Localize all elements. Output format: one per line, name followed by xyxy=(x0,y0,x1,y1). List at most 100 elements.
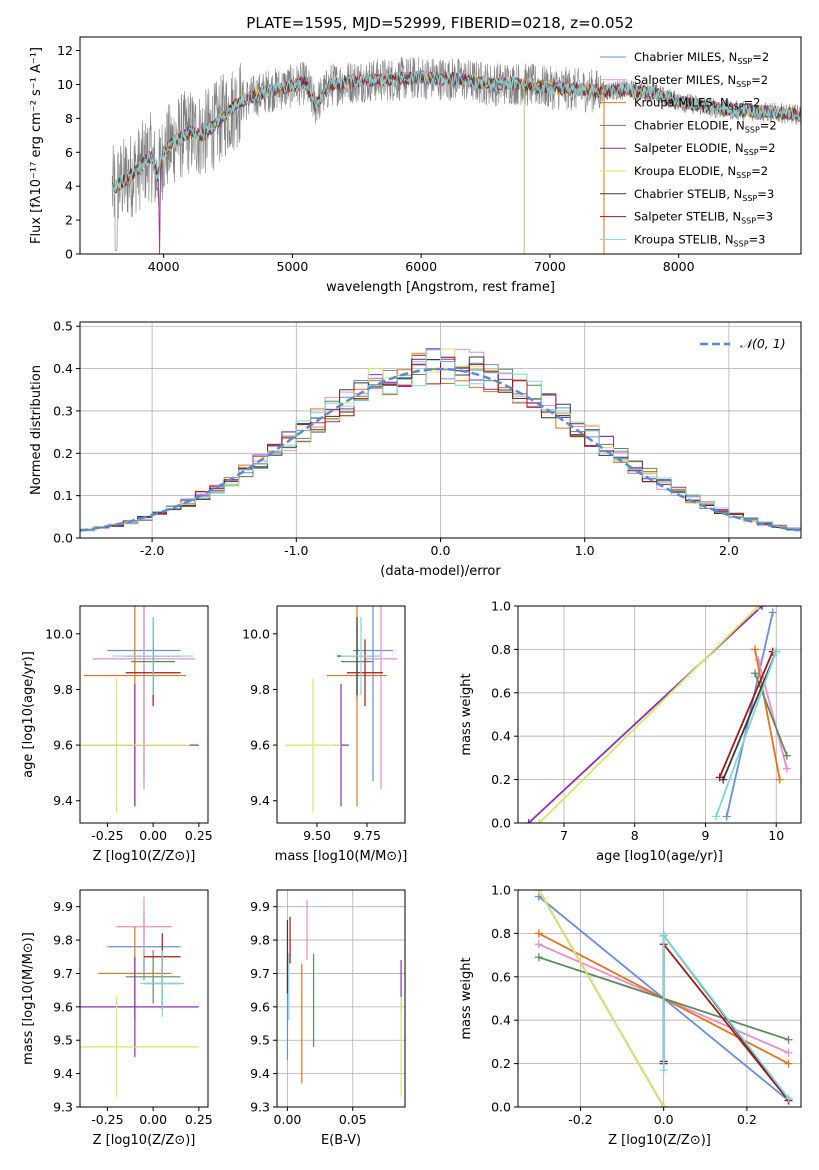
y-tick-label: 9.6 xyxy=(53,999,73,1014)
y-tick-label: 10.0 xyxy=(45,626,73,641)
plot-area-residuals xyxy=(80,322,801,538)
y-tick-label: 0 xyxy=(65,247,73,262)
legend-subscript: SSP xyxy=(734,239,749,248)
legend-suffix: =3 xyxy=(756,210,773,224)
legend-suffix: =2 xyxy=(751,164,768,178)
weight-line xyxy=(722,651,778,780)
weight-marker xyxy=(722,812,731,821)
legend-label: Kroupa STELIB, NSSP=3 xyxy=(634,232,765,248)
legend-label: Salpeter STELIB, NSSP=3 xyxy=(634,210,773,226)
legend-subscript: SSP xyxy=(744,148,759,157)
y-axis-label: mass [log10(M/M⊙)] xyxy=(21,932,36,1065)
y-tick-label: 0.2 xyxy=(491,1056,511,1071)
y-tick-label: 9.3 xyxy=(250,1100,270,1115)
y-tick-label: 9.8 xyxy=(250,933,270,948)
panel-residuals: -2.0 -1.0 0.0 1.0 2.0 0.0 0.1 0.2 0.3 0.4 0.5 (data… xyxy=(29,319,802,579)
x-tick-label: 0.05 xyxy=(339,1112,367,1127)
y-tick-label: 9.3 xyxy=(53,1100,73,1115)
x-axis-label: Z [log10(Z/Z⊙)] xyxy=(93,849,196,864)
histogram-step xyxy=(80,356,801,531)
x-tick-label: 9 xyxy=(702,828,710,843)
y-tick-label: 9.7 xyxy=(250,966,270,981)
y-tick-label: 9.5 xyxy=(53,1033,73,1048)
axes-frame xyxy=(79,889,209,1108)
legend-subscript: SSP xyxy=(729,103,744,112)
x-tick-label: 1.0 xyxy=(575,543,595,558)
x-tick-label: 0.25 xyxy=(185,828,213,843)
x-tick-label: 0.00 xyxy=(139,828,167,843)
legend-label: Chabrier STELIB, NSSP=3 xyxy=(634,187,774,203)
weight-line xyxy=(715,651,778,817)
weight-line xyxy=(757,660,788,770)
panel-spectrum: 4000 5000 6000 7000 8000 0 2 4 6 8 10 12 wavelength … xyxy=(29,36,802,295)
y-tick-label: 2 xyxy=(65,213,73,228)
y-tick-label: 9.4 xyxy=(250,793,270,808)
legend-label: Salpeter MILES, NSSP=2 xyxy=(634,73,768,89)
panel-age-vs-mass: 9.50 9.75 9.4 9.6 9.8 10.0 mass [log10(M/M⊙)] xyxy=(242,605,408,864)
legend: Chabrier MILES, NSSP=2 Salpeter MILES, NS… xyxy=(600,50,777,248)
y-tick-label: 0.2 xyxy=(53,446,73,461)
axes-frame xyxy=(517,605,802,824)
weight-marker xyxy=(758,606,767,610)
x-axis-label: mass [log10(M/M⊙)] xyxy=(275,849,408,864)
weight-marker xyxy=(659,1103,668,1107)
y-tick-label: 0.4 xyxy=(53,361,73,376)
panel-weight-vs-Z: -0.2 0.0 0.2 0.0 0.2 0.4 0.6 0.8 1.0 Z [log10(Z/Z… xyxy=(459,883,802,1148)
weight-marker xyxy=(535,819,544,823)
legend-suffix: =2 xyxy=(751,73,768,87)
axes-frame xyxy=(517,889,802,1108)
y-tick-label: 10 xyxy=(57,77,73,92)
axes-frame xyxy=(276,889,406,1108)
weight-marker xyxy=(784,1048,793,1057)
y-tick-label: 9.8 xyxy=(53,682,73,697)
x-tick-label: 9.75 xyxy=(353,828,381,843)
x-tick-label: -2.0 xyxy=(140,543,164,558)
legend-subscript: SSP xyxy=(737,57,752,66)
y-tick-label: 0.0 xyxy=(491,1100,511,1115)
x-tick-label: -0.25 xyxy=(91,1112,123,1127)
plots-area: 4000 5000 6000 7000 8000 0 2 4 6 8 10 12 wavelength … xyxy=(21,36,802,1148)
y-axis-label: mass weight xyxy=(459,673,474,755)
plot-area-weight-vs-age xyxy=(518,606,801,823)
x-tick-label: -0.25 xyxy=(91,828,123,843)
weight-line xyxy=(754,672,788,757)
panel-age-vs-Z: -0.25 0.00 0.25 9.4 9.6 9.8 10.0 Z [log10(Z/Z⊙)… xyxy=(21,605,213,864)
legend-suffix: =2 xyxy=(759,141,776,155)
weight-marker xyxy=(534,929,543,938)
weight-marker xyxy=(659,931,668,940)
y-tick-label: 0.8 xyxy=(491,926,511,941)
plot-area-weight-vs-Z xyxy=(518,890,801,1107)
y-tick-label: 9.8 xyxy=(53,933,73,948)
figure-title: PLATE=1595, MJD=52999, FIBERID=0218, z=0… xyxy=(246,14,633,32)
y-tick-label: 9.7 xyxy=(53,966,73,981)
legend-label: Chabrier MILES, NSSP=2 xyxy=(634,50,769,66)
x-axis-label: Z [log10(Z/Z⊙)] xyxy=(93,1133,196,1148)
y-tick-label: 0.3 xyxy=(53,403,73,418)
weight-marker xyxy=(712,812,721,821)
legend-subscript: SSP xyxy=(736,171,751,180)
weight-line xyxy=(662,932,790,1099)
y-tick-label: 1.0 xyxy=(491,599,511,614)
weight-marker xyxy=(768,608,777,617)
x-tick-label: 10 xyxy=(768,828,784,843)
y-tick-label: 0.6 xyxy=(491,969,511,984)
x-tick-label: 5000 xyxy=(277,259,309,274)
weight-line xyxy=(538,606,760,823)
x-axis-label: E(B-V) xyxy=(321,1133,361,1148)
weight-marker xyxy=(534,953,543,962)
x-tick-label: 8 xyxy=(631,828,639,843)
weight-marker xyxy=(772,647,781,656)
legend-subscript: SSP xyxy=(741,217,756,226)
weight-marker xyxy=(784,1059,793,1068)
y-tick-label: 12 xyxy=(57,43,73,58)
y-tick-label: 9.4 xyxy=(53,1066,73,1081)
weight-marker xyxy=(782,764,791,773)
weight-marker xyxy=(715,773,724,782)
y-tick-label: 0.8 xyxy=(491,642,511,657)
x-tick-label: 0.25 xyxy=(185,1112,213,1127)
y-axis-label: Flux [fλ10⁻¹⁷ erg cm⁻² s⁻¹ A⁻¹] xyxy=(29,47,44,244)
x-tick-label: 0.2 xyxy=(737,1112,757,1127)
weight-marker xyxy=(784,1035,793,1044)
x-axis-label: age [log10(age/yr)] xyxy=(596,849,723,864)
